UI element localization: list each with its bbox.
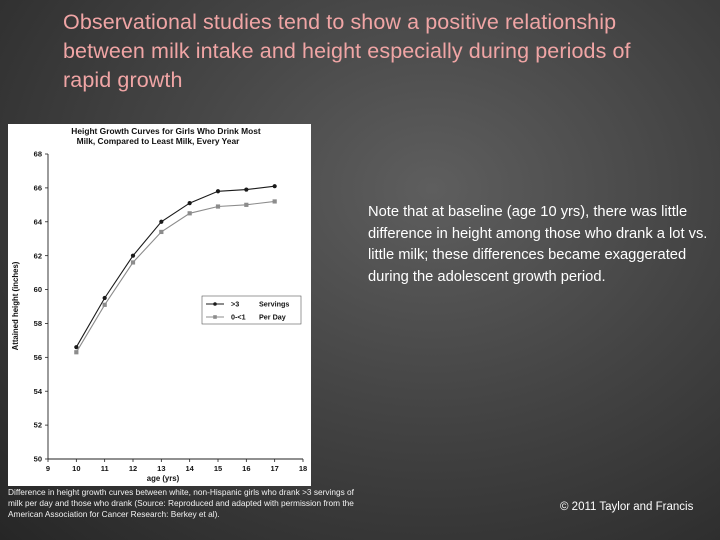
x-tick-label: 10 <box>72 464 80 473</box>
x-axis-label: age (yrs) <box>147 474 180 483</box>
y-tick-label: 54 <box>34 387 43 396</box>
series-line-high <box>75 185 275 348</box>
data-point <box>159 219 164 224</box>
data-point <box>244 202 249 207</box>
legend-label-low-amount: 0-<1 <box>231 313 246 322</box>
data-point <box>272 184 277 189</box>
y-tick-label: 60 <box>34 285 42 294</box>
y-tick-label: 58 <box>34 319 42 328</box>
x-tick-label: 14 <box>185 464 194 473</box>
y-tick-label: 68 <box>34 150 42 159</box>
chart-panel: Height Growth Curves for Girls Who Drink… <box>8 124 311 486</box>
y-tick-label: 62 <box>34 251 42 260</box>
x-tick-label: 16 <box>242 464 250 473</box>
y-tick-label: 64 <box>34 217 43 226</box>
copyright-notice: © 2011 Taylor and Francis <box>560 501 694 513</box>
figure-caption: Difference in height growth curves betwe… <box>8 487 354 520</box>
x-tick-label: 12 <box>129 464 137 473</box>
series-line-low <box>75 200 275 353</box>
y-axis-label: Attained height (inches) <box>11 261 20 350</box>
height-growth-chart: Height Growth Curves for Girls Who Drink… <box>11 126 307 483</box>
data-point <box>215 204 221 209</box>
legend-marker-high <box>213 302 217 306</box>
legend-label-low-unit: Per Day <box>259 313 286 322</box>
data-point <box>102 302 107 307</box>
data-point <box>187 201 192 206</box>
y-tick-label: 52 <box>34 421 42 430</box>
x-tick-label: 18 <box>299 464 307 473</box>
data-point <box>130 260 136 265</box>
x-tick-label: 9 <box>46 464 50 473</box>
data-point <box>187 211 192 216</box>
x-tick-label: 13 <box>157 464 165 473</box>
chart-title-line-2: Milk, Compared to Least Milk, Every Year <box>77 136 240 146</box>
data-point <box>74 345 79 350</box>
data-point <box>272 199 277 204</box>
legend-label-high-amount: >3 <box>231 300 239 309</box>
chart-legend: >3 Servings 0-<1 Per Day <box>201 295 302 325</box>
legend-box <box>201 295 302 325</box>
x-tick-label: 15 <box>214 464 222 473</box>
x-tick-label: 11 <box>101 464 109 473</box>
data-point <box>130 253 136 258</box>
chart-title-line-1: Height Growth Curves for Girls Who Drink… <box>71 126 261 136</box>
slide-title: Observational studies tend to show a pos… <box>63 10 631 92</box>
y-tick-label: 66 <box>34 183 42 192</box>
x-tick-label: 17 <box>270 464 278 473</box>
data-point <box>215 189 221 194</box>
data-point <box>102 295 107 301</box>
legend-label-high-unit: Servings <box>259 300 289 309</box>
data-point <box>74 350 79 355</box>
y-tick-label: 56 <box>34 353 42 362</box>
data-point <box>159 229 164 235</box>
y-tick-label: 50 <box>34 455 42 464</box>
chart-note: Note that at baseline (age 10 yrs), ther… <box>368 204 708 285</box>
data-point <box>244 187 249 192</box>
legend-marker-low <box>213 315 217 319</box>
